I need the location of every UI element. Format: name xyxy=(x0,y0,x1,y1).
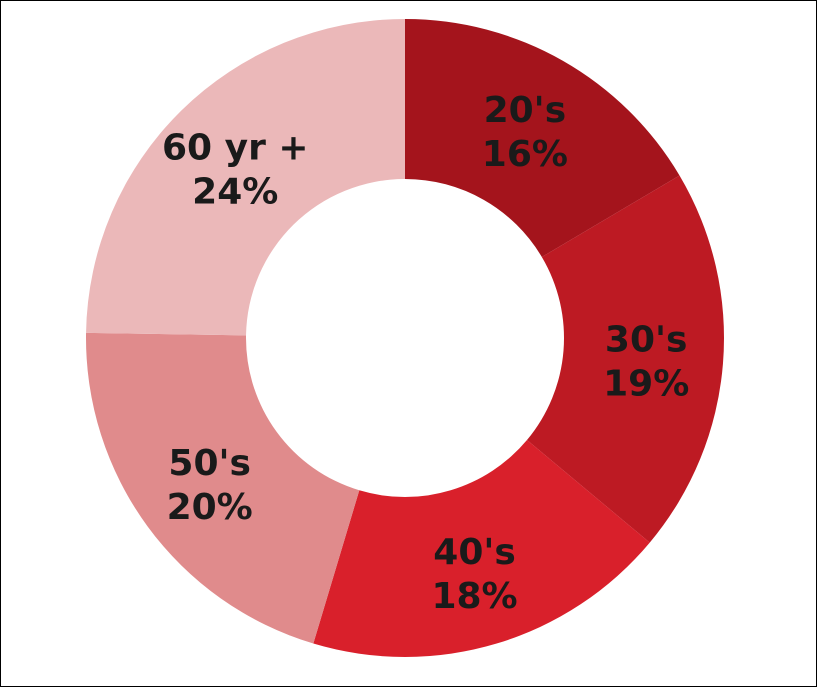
slice-category-label: 30's xyxy=(605,320,688,361)
slice-category-label: 60 yr + xyxy=(162,128,309,169)
donut-slice-2 xyxy=(313,439,650,657)
slice-value-label: 16% xyxy=(482,134,568,175)
slice-label-2: 40's 18% xyxy=(431,532,517,617)
slice-category-label: 20's xyxy=(484,90,567,131)
slice-value-label: 19% xyxy=(603,364,689,405)
donut-slice-1 xyxy=(526,175,724,543)
slice-category-label: 40's xyxy=(433,532,516,573)
slice-value-label: 24% xyxy=(192,172,278,213)
donut-slice-4 xyxy=(86,19,406,336)
donut-slice-3 xyxy=(86,332,360,644)
slice-label-4: 60 yr +24% xyxy=(162,128,309,213)
donut-slice-0 xyxy=(405,19,680,258)
slice-label-1: 30's 19% xyxy=(603,320,689,405)
slice-category-label: 50's xyxy=(168,443,251,484)
slice-value-label: 20% xyxy=(167,487,253,528)
slice-label-0: 20's 16% xyxy=(482,90,568,175)
slice-label-3: 50's 20% xyxy=(167,443,253,528)
slice-value-label: 18% xyxy=(431,576,517,617)
